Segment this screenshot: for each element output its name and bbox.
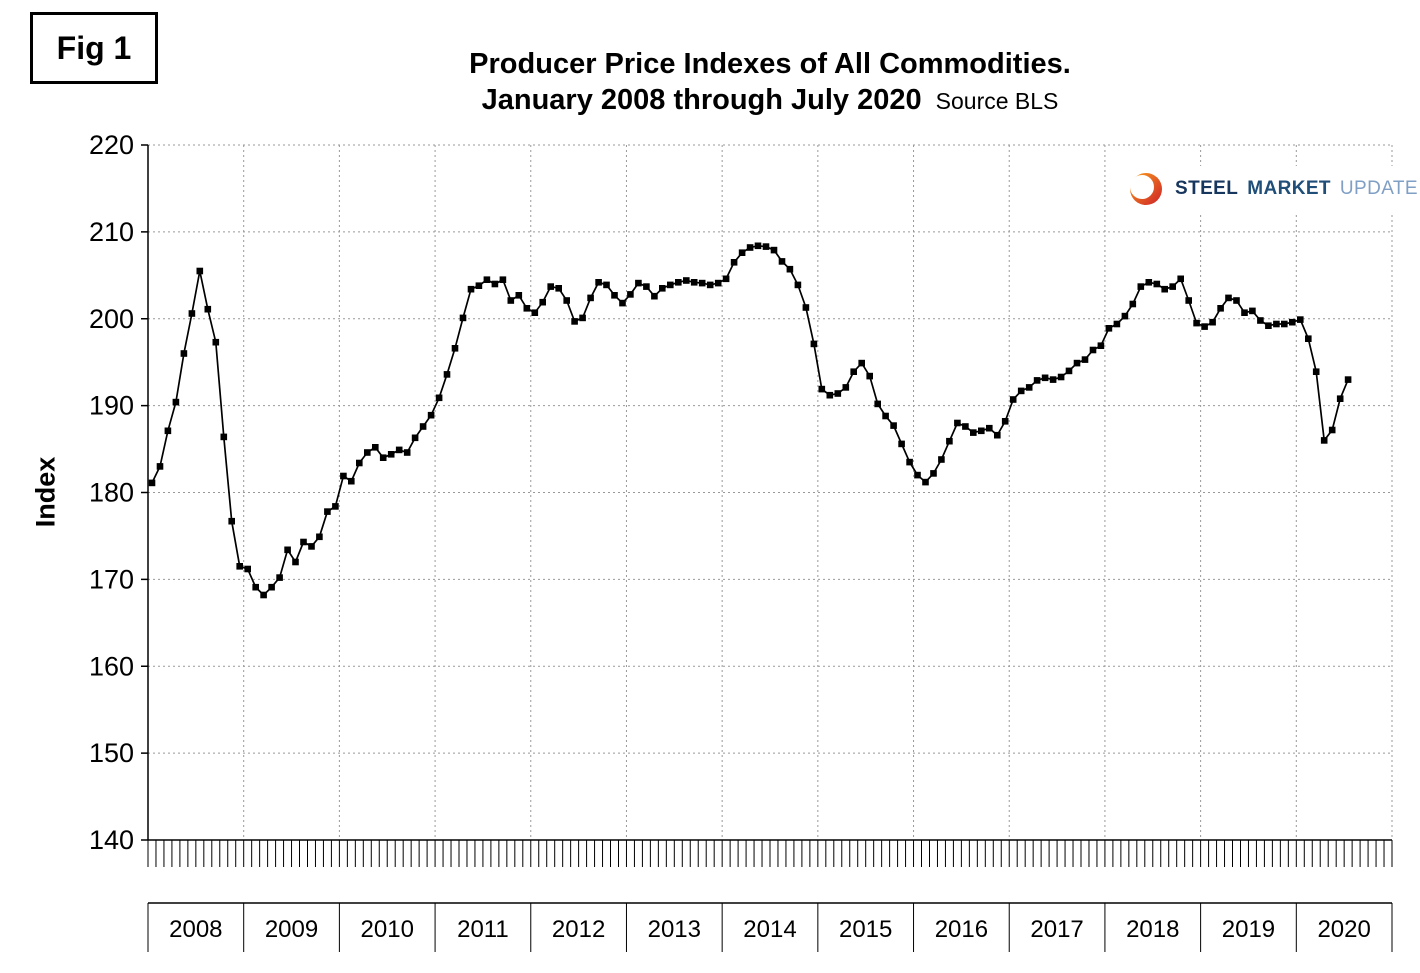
chart-subtitle-row: January 2008 through July 2020 Source BLS xyxy=(148,84,1392,117)
svg-text:2015: 2015 xyxy=(839,916,892,943)
chart-source: Source BLS xyxy=(935,88,1059,115)
chart-subtitle: January 2008 through July 2020 xyxy=(481,84,922,117)
chart-title-block: Producer Price Indexes of All Commoditie… xyxy=(148,46,1392,117)
svg-text:2019: 2019 xyxy=(1222,916,1275,943)
svg-text:170: 170 xyxy=(89,564,134,594)
svg-text:140: 140 xyxy=(89,825,134,855)
svg-text:2013: 2013 xyxy=(648,916,701,943)
svg-text:190: 190 xyxy=(89,391,134,421)
svg-text:2016: 2016 xyxy=(935,916,988,943)
logo-market-text: MARKET xyxy=(1247,178,1331,199)
svg-text:180: 180 xyxy=(89,478,134,508)
svg-text:2008: 2008 xyxy=(169,916,222,943)
svg-text:150: 150 xyxy=(89,738,134,768)
svg-text:2012: 2012 xyxy=(552,916,605,943)
figure-label: Fig 1 xyxy=(56,29,132,66)
svg-text:2020: 2020 xyxy=(1317,916,1370,943)
svg-text:2017: 2017 xyxy=(1030,916,1083,943)
svg-text:2014: 2014 xyxy=(743,916,796,943)
logo-update-text: UPDATE xyxy=(1339,178,1418,199)
svg-text:220: 220 xyxy=(89,130,134,160)
smu-logo: STEEL MARKET UPDATE xyxy=(1118,166,1420,212)
svg-text:2018: 2018 xyxy=(1126,916,1179,943)
svg-text:2011: 2011 xyxy=(457,916,509,943)
chart-title: Producer Price Indexes of All Commoditie… xyxy=(469,48,1071,80)
smu-logo-icon xyxy=(1124,167,1168,211)
figure-label-box: Fig 1 xyxy=(30,12,158,84)
svg-text:2009: 2009 xyxy=(265,916,318,943)
svg-text:2010: 2010 xyxy=(361,916,414,943)
logo-steel-text: STEEL xyxy=(1175,178,1239,199)
svg-text:160: 160 xyxy=(89,651,134,681)
svg-text:210: 210 xyxy=(89,217,134,247)
svg-text:200: 200 xyxy=(89,304,134,334)
